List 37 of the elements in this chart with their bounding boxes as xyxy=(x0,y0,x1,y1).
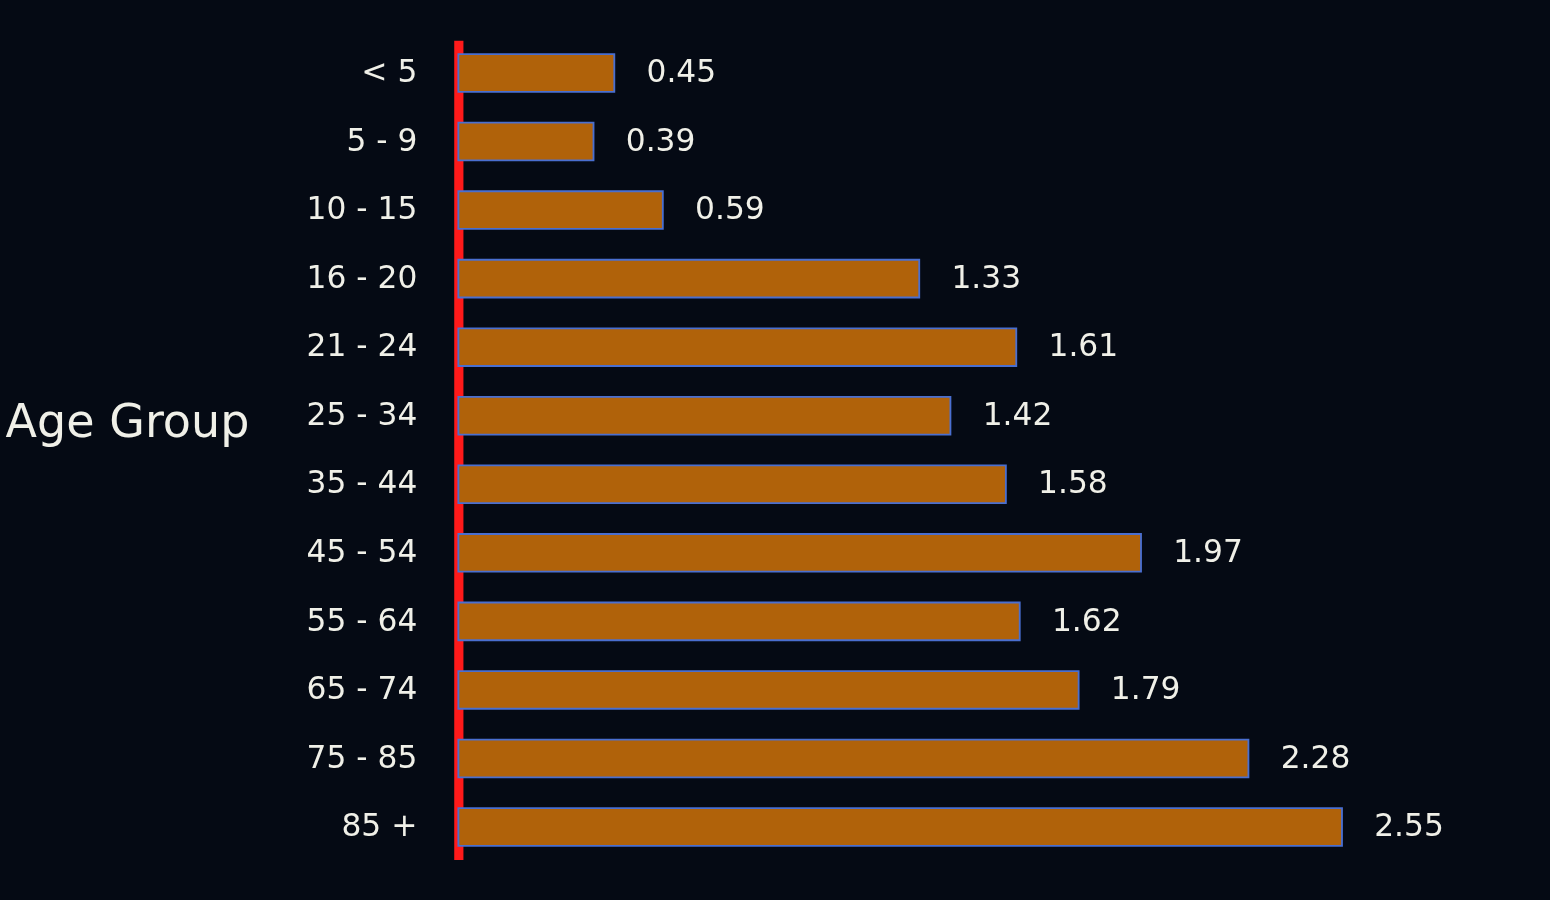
y-axis-title: Age Group xyxy=(5,393,250,448)
y-tick-label: 5 - 9 xyxy=(346,121,418,158)
y-tick-label: 75 - 85 xyxy=(306,738,418,775)
y-tick-label: 10 - 15 xyxy=(306,190,418,227)
y-tick-label: 85 + xyxy=(341,807,418,844)
bar xyxy=(457,464,1007,505)
bar xyxy=(457,327,1018,367)
y-tick-label: 45 - 54 xyxy=(306,533,418,570)
bar xyxy=(457,670,1080,710)
bar xyxy=(457,258,921,299)
bar xyxy=(457,121,595,162)
bar xyxy=(457,738,1250,779)
data-label: 1.79 xyxy=(1110,670,1181,707)
y-tick-label: 55 - 64 xyxy=(306,601,418,638)
bar xyxy=(457,533,1142,573)
y-tick-label: 21 - 24 xyxy=(306,327,418,364)
data-label: 1.33 xyxy=(951,258,1022,295)
data-label: 0.45 xyxy=(646,53,717,90)
y-tick-label: 16 - 20 xyxy=(306,258,418,295)
data-label: 1.42 xyxy=(982,395,1053,432)
data-label: 2.28 xyxy=(1280,738,1351,775)
y-tick-label: 35 - 44 xyxy=(306,464,418,501)
bar xyxy=(457,190,664,230)
bar xyxy=(457,53,616,93)
data-label: 0.59 xyxy=(695,190,765,227)
y-tick-label: < 5 xyxy=(361,53,418,90)
y-tick-label: 65 - 74 xyxy=(306,670,418,707)
bar xyxy=(457,601,1021,642)
bar xyxy=(457,395,952,436)
data-label: 1.58 xyxy=(1038,464,1108,501)
data-label: 1.97 xyxy=(1173,533,1243,570)
data-label: 2.55 xyxy=(1374,807,1444,844)
data-label: 1.61 xyxy=(1048,327,1119,364)
data-label: 1.62 xyxy=(1051,601,1122,638)
data-label: 0.39 xyxy=(625,121,696,158)
y-tick-label: 25 - 34 xyxy=(306,395,418,432)
bar xyxy=(457,807,1343,847)
